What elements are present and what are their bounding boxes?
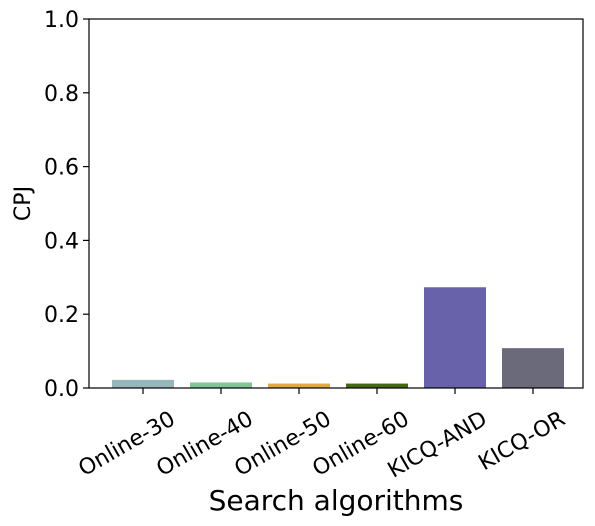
x-axis-ticks: Online-30Online-40Online-50Online-60KICQ… (75, 388, 570, 483)
y-tick-label: 0.2 (44, 303, 79, 328)
y-axis-ticks: 0.0 0.2 0.4 0.6 0.8 1.0 (44, 8, 89, 402)
bar-kicq-or (502, 348, 564, 388)
y-tick-label: 0.4 (44, 229, 79, 254)
bars-group (112, 287, 564, 388)
bar-online-50 (268, 383, 330, 388)
plot-frame (88, 18, 584, 389)
y-tick-label: 1.0 (44, 8, 79, 33)
y-tick-label: 0.0 (44, 377, 79, 402)
bar-kicq-and (424, 287, 486, 388)
x-tick-label: KICQ-OR (475, 407, 570, 476)
y-tick-label: 0.6 (44, 156, 79, 181)
bar-online-40 (190, 382, 252, 388)
y-axis-label: CPJ (11, 186, 36, 221)
bar-online-60 (346, 383, 408, 388)
x-axis-label: Search algorithms (209, 484, 464, 517)
bar-online-30 (112, 379, 174, 388)
y-tick-label: 0.8 (44, 82, 79, 107)
